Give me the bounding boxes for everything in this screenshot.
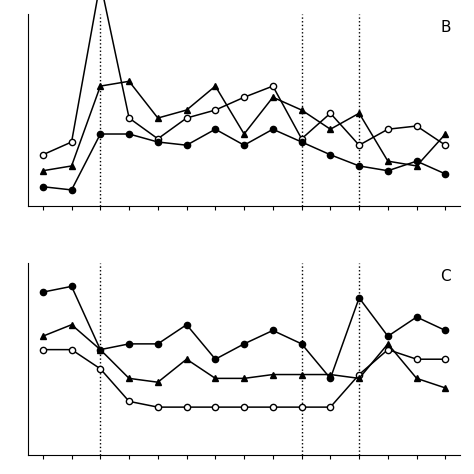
Text: B: B	[441, 20, 451, 35]
Text: C: C	[440, 269, 451, 284]
